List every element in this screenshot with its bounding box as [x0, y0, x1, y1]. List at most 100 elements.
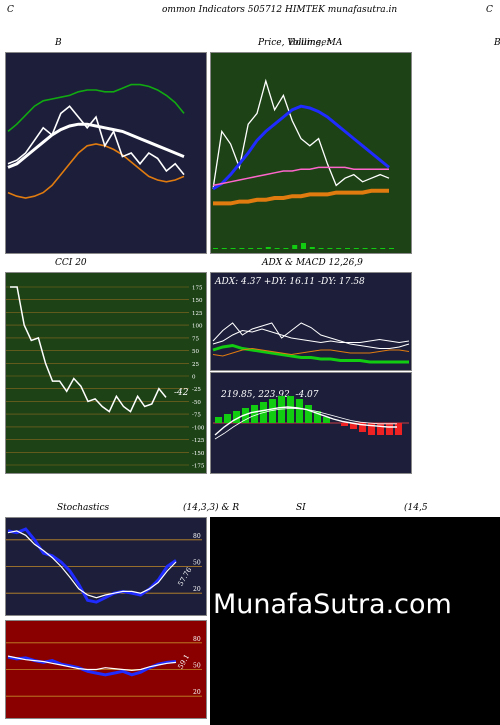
- bb-chart: [7, 83, 185, 199]
- adx-series-line-1: [212, 328, 410, 345]
- cci-value-label: -42: [174, 388, 189, 398]
- adx-series-line-3: [212, 347, 410, 357]
- price-volume-bar: [274, 248, 280, 249]
- adx-chart: ADX: 4.37 +DY: 16.11 -DY: 17.58: [212, 277, 410, 364]
- stoch-title-right: (14,3,3) & R: [183, 503, 240, 513]
- macd-histogram-bar: [341, 423, 348, 426]
- macd-histogram-bar: [224, 414, 231, 423]
- price-volume-bar: [327, 248, 333, 249]
- price-series-group: [212, 78, 390, 206]
- price-volume-bar: [239, 248, 245, 249]
- price-volume-bar: [371, 248, 377, 249]
- cci-tick-label: -25: [192, 387, 201, 393]
- stoch-chart: 80 50 20 57.76: [6, 527, 202, 604]
- cci-tick-label: 50: [192, 349, 199, 355]
- cci-tick-label: -50: [192, 400, 201, 406]
- bb-series-line-3: [7, 105, 185, 176]
- price-volume-bar: [283, 248, 289, 249]
- header-right-letter: C: [486, 5, 493, 15]
- adx-series-line-0: [212, 322, 410, 349]
- cci-chart: 175 150 125 100 75 50 25 0 -25 -50 -75 -100 -125 -150…: [6, 286, 205, 470]
- rsi-panel: 80 50 20 59.1: [5, 620, 207, 719]
- price-series-line-3: [213, 188, 389, 206]
- adx-readout: ADX: 4.37 +DY: 16.11 -DY: 17.58: [214, 277, 365, 287]
- bb-series-line-1: [7, 122, 185, 169]
- rsi-title-left: SI: [296, 503, 306, 513]
- price-volume-bar: [230, 248, 236, 249]
- price-volume-bar: [248, 248, 254, 249]
- macd-histogram-bar: [242, 408, 249, 423]
- stoch-panel: 80 50 20 57.76: [5, 517, 207, 616]
- macd-histogram-bar: [377, 423, 384, 435]
- price-volume-bar: [318, 248, 324, 249]
- rsi-title-right: (14,5: [404, 503, 428, 513]
- cci-grid: 175 150 125 100 75 50 25 0 -25 -50 -75 -100 -125 -150…: [6, 286, 205, 470]
- macd-signal-line: [214, 408, 397, 440]
- price-volume-bar: [362, 248, 368, 249]
- adx-series-line-2: [212, 343, 409, 364]
- price-panel-title-overlay: Bollinger: [289, 38, 331, 48]
- price-volume-bar: [389, 248, 394, 249]
- price-series-line-1: [212, 104, 390, 191]
- stoch-title-left: Stochastics: [57, 503, 110, 513]
- stoch-series-group: [7, 527, 177, 604]
- cci-tick-label: 75: [192, 336, 199, 342]
- bb-series-group: [7, 83, 185, 199]
- macd-histogram-bar: [251, 405, 258, 423]
- cci-tick-label: -100: [192, 425, 205, 431]
- cci-tick-label: -125: [192, 438, 205, 444]
- price-chart: [212, 78, 394, 249]
- macd-chart: 219.85, 223.92, -4.07: [213, 390, 409, 440]
- cci-panel: 175 150 125 100 75 50 25 0 -25 -50 -75 -100 -125 -150…: [5, 272, 207, 474]
- macd-histogram-bar: [296, 399, 303, 423]
- bb-panel: [5, 52, 207, 254]
- cci-tick-label: -150: [192, 451, 205, 457]
- macd-histogram-bar: [359, 423, 366, 432]
- price-volume-bar: [221, 248, 227, 249]
- macd-panel: 219.85, 223.92, -4.07: [210, 372, 412, 474]
- macd-histogram-bar: [323, 417, 330, 423]
- macd-histogram-bar: [215, 417, 222, 423]
- watermark-area: [210, 517, 500, 725]
- cci-tick-label: 100: [192, 324, 203, 330]
- rsi-series-line-1: [7, 655, 177, 672]
- rsi-tick-label: 20: [193, 689, 201, 696]
- cci-tick-label: 0: [192, 375, 196, 381]
- stoch-tick-label: 80: [193, 533, 201, 540]
- price-volume-bar: [213, 248, 218, 249]
- macd-histogram-bar: [368, 423, 375, 435]
- cci-tick-label: -175: [192, 464, 205, 470]
- cci-line-group: [10, 286, 167, 413]
- stoch-series-line-1: [7, 530, 177, 599]
- macd-histogram-bar: [314, 411, 321, 423]
- cci-tick-label: 25: [192, 362, 199, 368]
- macd-histogram-bar: [305, 405, 312, 423]
- price-volume-bar: [345, 248, 350, 249]
- bb-panel-title: B: [55, 38, 62, 48]
- rsi-grid: 80 50 20: [6, 636, 202, 697]
- macd-histogram-bar: [395, 423, 402, 435]
- rsi-series-group: [7, 655, 177, 677]
- macd-histogram-bar: [233, 411, 240, 423]
- rsi-series-line-0: [7, 655, 177, 677]
- macd-line-group: [214, 406, 397, 440]
- price-volume-bar: [380, 248, 386, 249]
- price-volume-group: [213, 243, 394, 249]
- adx-panel: ADX: 4.37 +DY: 16.11 -DY: 17.58: [210, 272, 412, 371]
- price-series-line-0: [212, 78, 390, 190]
- price-volume-bar: [301, 243, 306, 249]
- price-panel-right-letter: B: [494, 38, 500, 48]
- cci-tick-label: -75: [192, 413, 201, 419]
- cci-tick-label: 175: [192, 286, 203, 292]
- macd-histogram-bar: [269, 399, 276, 423]
- price-volume-bar: [265, 247, 271, 249]
- stoch-tick-label: 50: [193, 560, 201, 567]
- price-volume-bar: [292, 245, 298, 249]
- price-volume-bar: [336, 248, 342, 249]
- price-panel: [210, 52, 412, 254]
- cci-panel-title: CCI 20: [55, 258, 87, 268]
- stoch-tick-label: 20: [193, 586, 201, 593]
- macd-histogram-bar: [350, 423, 357, 429]
- cci-tick-label: 150: [192, 298, 203, 304]
- rsi-tick-label: 80: [193, 636, 201, 643]
